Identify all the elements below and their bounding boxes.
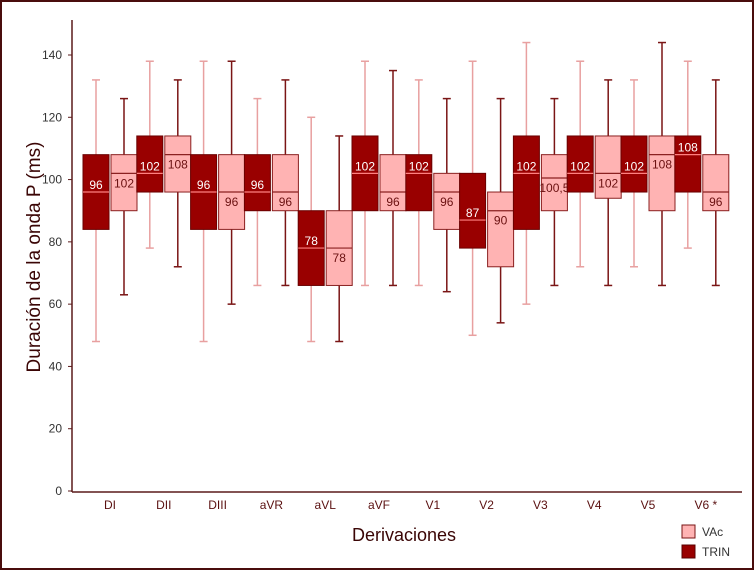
iqr-box xyxy=(243,154,271,212)
box-vac-v1: 96 xyxy=(433,97,461,293)
median-label: 102 xyxy=(516,159,536,173)
box-vac-v6: 96 xyxy=(702,79,730,287)
x-tick-label: V3 xyxy=(533,498,548,512)
y-tick-label: 0 xyxy=(55,484,62,498)
legend-swatch-trin xyxy=(681,544,696,559)
box-trin-v4: 102 xyxy=(566,60,594,268)
y-tick-label: 60 xyxy=(49,297,63,311)
x-tick-label: V4 xyxy=(587,498,602,512)
iqr-box xyxy=(379,154,407,212)
median-label: 96 xyxy=(251,178,265,192)
median-label: 102 xyxy=(598,176,618,190)
box-trin-v1: 102 xyxy=(405,79,433,287)
iqr-box xyxy=(271,154,299,212)
median-label: 96 xyxy=(89,178,103,192)
box-trin-v5: 102 xyxy=(620,79,648,268)
box-vac-avr: 96 xyxy=(271,79,299,287)
box-trin-v6: 108 xyxy=(674,60,702,249)
iqr-box xyxy=(512,135,540,230)
median-label: 108 xyxy=(678,141,698,155)
x-tick-label: DIII xyxy=(208,498,227,512)
y-tick-label: 80 xyxy=(49,235,63,249)
box-trin-avf: 102 xyxy=(351,60,379,287)
box-vac-diii: 96 xyxy=(218,60,246,305)
iqr-box xyxy=(566,135,594,193)
median-label: 78 xyxy=(305,234,319,248)
median-label: 96 xyxy=(386,195,400,209)
box-vac-v2: 90 xyxy=(487,97,515,324)
legend: VAc TRIN xyxy=(681,524,730,559)
box-trin-v2: 87 xyxy=(459,60,487,337)
median-label: 102 xyxy=(140,159,160,173)
x-tick-label: aVF xyxy=(368,498,390,512)
box-vac-dii: 108 xyxy=(164,79,192,268)
box-vac-v3: 100,5 xyxy=(539,97,570,287)
median-label: 102 xyxy=(114,176,134,190)
y-tick-label: 120 xyxy=(42,110,62,124)
y-tick-label: 140 xyxy=(42,48,62,62)
median-label: 78 xyxy=(333,251,347,265)
median-label: 96 xyxy=(709,195,723,209)
median-label: 102 xyxy=(624,159,644,173)
box-trin-diii: 96 xyxy=(190,60,218,343)
iqr-box xyxy=(164,135,192,193)
iqr-box xyxy=(620,135,648,193)
legend-label-trin: TRIN xyxy=(702,545,730,559)
median-label: 96 xyxy=(279,195,293,209)
y-tick-label: 100 xyxy=(42,173,62,187)
x-axis-label: Derivaciones xyxy=(352,525,456,545)
box-vac-v5: 108 xyxy=(648,41,676,287)
iqr-box xyxy=(433,172,461,230)
box-trin-di: 96 xyxy=(82,79,110,343)
median-label: 96 xyxy=(225,195,239,209)
legend-label-vac: VAc xyxy=(702,525,723,539)
median-label: 96 xyxy=(440,195,454,209)
median-label: 108 xyxy=(652,158,672,172)
x-tick-label: DII xyxy=(156,498,171,512)
median-label: 96 xyxy=(197,178,211,192)
x-tick-label: V6 * xyxy=(694,498,717,512)
iqr-box xyxy=(405,154,433,212)
iqr-box xyxy=(674,135,702,193)
box-vac-v4: 102 xyxy=(594,79,622,287)
y-axis-label: Duración de la onda P (ms) xyxy=(24,142,45,373)
iqr-box xyxy=(540,154,568,212)
median-label: 108 xyxy=(168,158,188,172)
iqr-box xyxy=(136,135,164,193)
box-trin-avr: 96 xyxy=(243,97,271,287)
box-vac-avf: 96 xyxy=(379,69,407,287)
median-label: 102 xyxy=(570,159,590,173)
x-tick-label: V2 xyxy=(479,498,494,512)
median-label: 102 xyxy=(355,159,375,173)
iqr-box xyxy=(594,135,622,199)
median-label: 87 xyxy=(466,206,480,220)
iqr-box xyxy=(702,154,730,212)
median-label: 90 xyxy=(494,214,508,228)
x-tick-label: DI xyxy=(104,498,116,512)
x-tick-label: aVR xyxy=(260,498,284,512)
box-vac-avl: 78 xyxy=(325,135,353,343)
median-label: 102 xyxy=(409,159,429,173)
iqr-box xyxy=(648,135,676,212)
box-vac-di: 102 xyxy=(110,97,138,296)
iqr-box xyxy=(487,191,515,268)
y-tick-label: 40 xyxy=(49,359,63,373)
x-tick-label: V5 xyxy=(641,498,656,512)
median-label: 100,5 xyxy=(539,181,569,195)
box-trin-v3: 102 xyxy=(512,41,540,305)
y-tick-label: 20 xyxy=(49,422,63,436)
box-trin-dii: 102 xyxy=(136,60,164,249)
legend-swatch-vac xyxy=(681,524,696,539)
iqr-box xyxy=(459,172,487,249)
x-tick-label: aVL xyxy=(315,498,337,512)
box-trin-avl: 78 xyxy=(297,116,325,343)
x-tick-label: V1 xyxy=(425,498,440,512)
